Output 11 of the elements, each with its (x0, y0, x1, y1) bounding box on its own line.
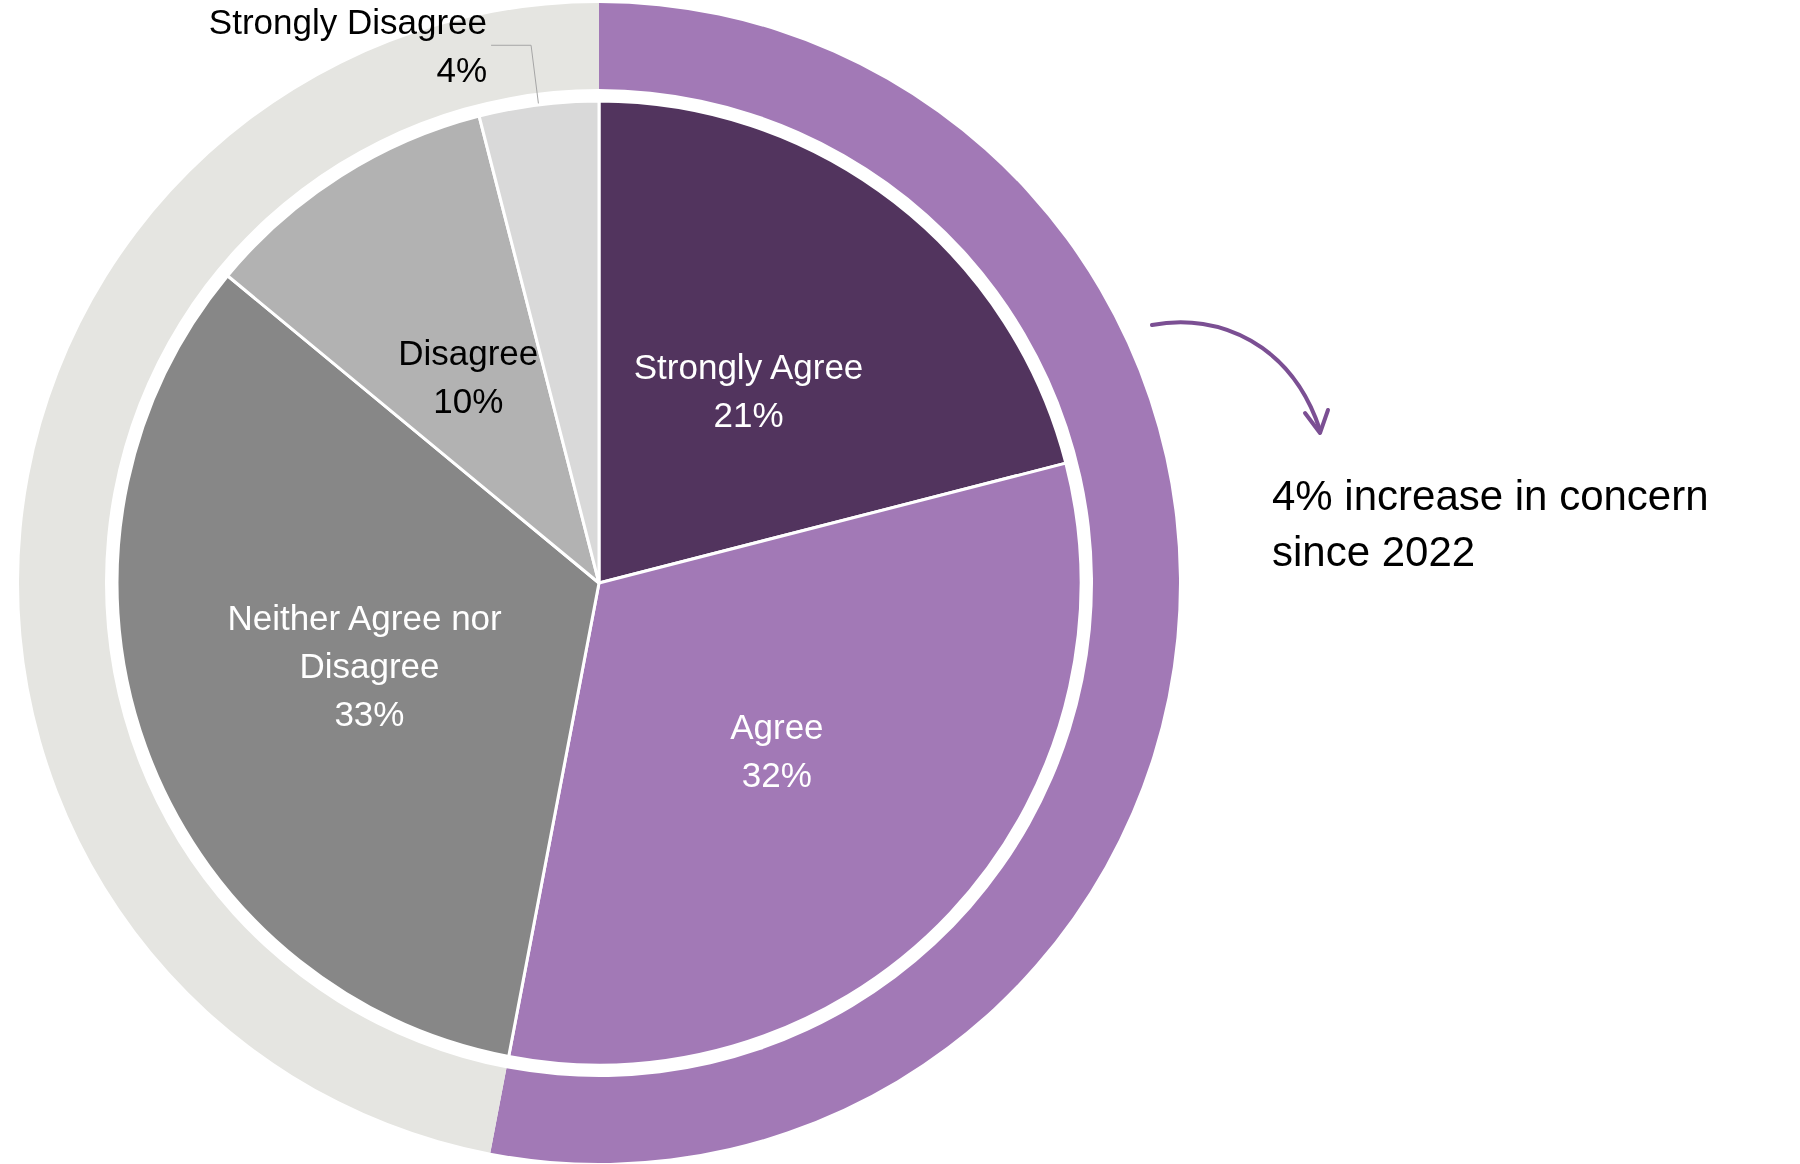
text: 4% increase in concern since 2022 (1272, 471, 1710, 577)
data-label: 33% (334, 694, 405, 734)
data-label: 4% (436, 49, 488, 89)
slice-label: Disagree (398, 333, 539, 373)
data-label: 10% (433, 381, 504, 421)
slice-label: Strongly Agree (633, 346, 864, 386)
slice-label: Neither Agree nor Disagree (227, 598, 512, 686)
slice-label: Strongly Disagree (208, 1, 488, 41)
slice-label: Agree (730, 706, 824, 746)
data-label: 21% (713, 394, 784, 434)
data-label: 32% (741, 754, 812, 794)
